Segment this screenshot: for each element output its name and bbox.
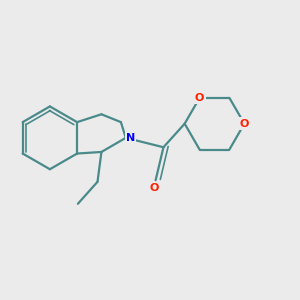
Text: N: N — [126, 133, 135, 143]
Text: O: O — [240, 119, 249, 129]
Text: O: O — [195, 93, 204, 103]
Text: O: O — [149, 183, 159, 193]
